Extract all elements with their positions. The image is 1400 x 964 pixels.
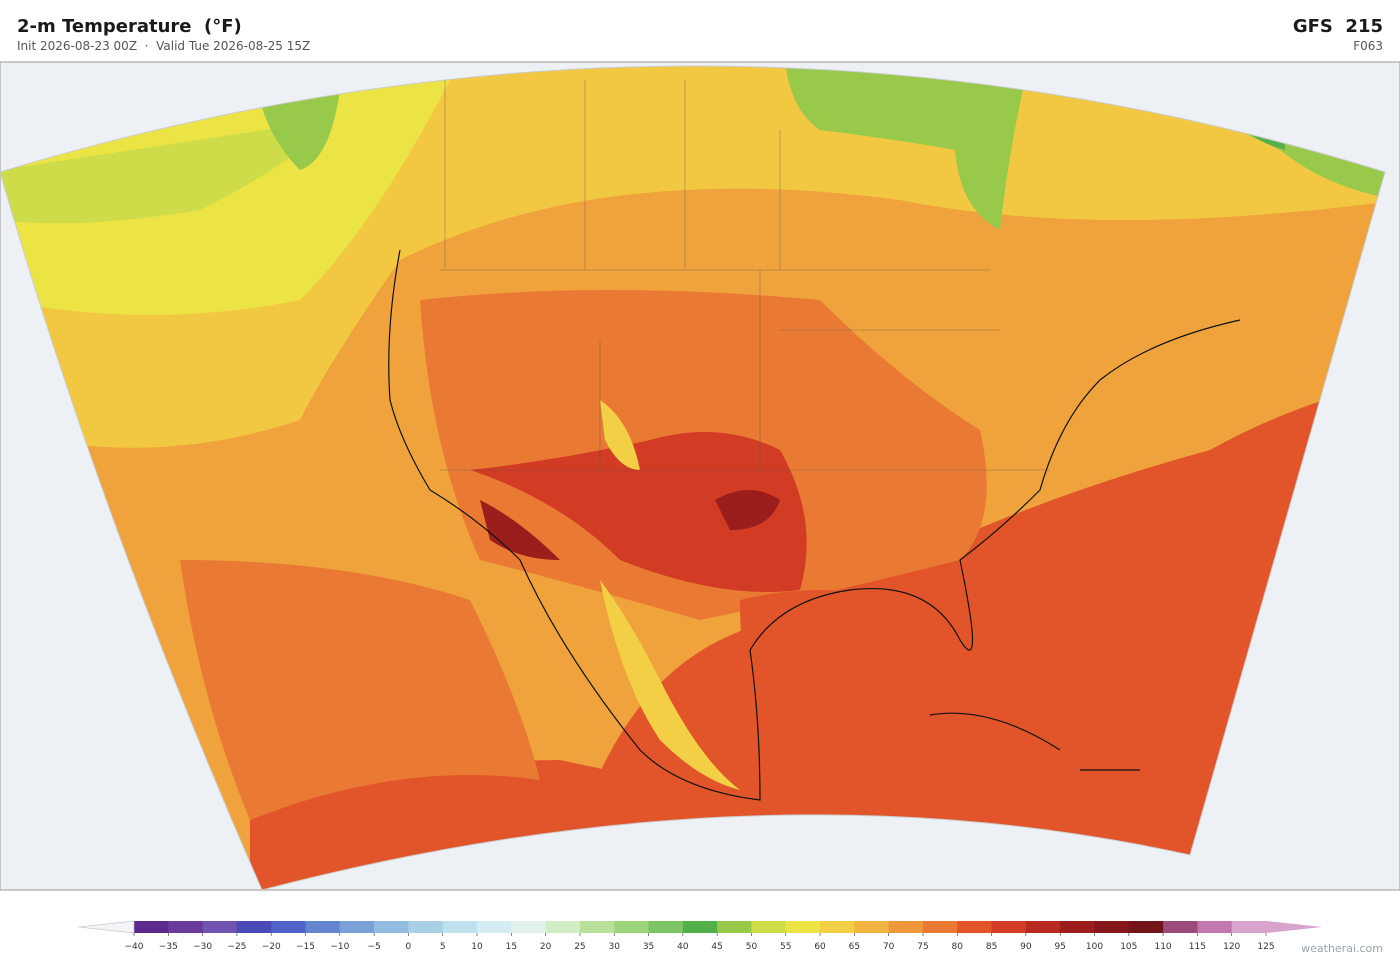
- colorbar-bin: [751, 921, 787, 933]
- credit: weatherai.com: [1301, 942, 1383, 955]
- colorbar-bin: [854, 921, 890, 933]
- colorbar-tick-label: 105: [1120, 942, 1137, 952]
- colorbar-bin: [477, 921, 512, 933]
- colorbar-tick-label: −10: [330, 942, 349, 952]
- colorbar-tick-label: 45: [711, 942, 722, 952]
- model-label: GFS 215: [1292, 16, 1383, 37]
- colorbar-tick-label: 50: [746, 942, 758, 952]
- colorbar-bin: [1197, 921, 1233, 933]
- colorbar-tick-label: −40: [125, 942, 144, 952]
- colorbar-bin: [991, 921, 1027, 933]
- colorbar-bin: [922, 921, 958, 933]
- colorbar-bin: [1128, 921, 1164, 933]
- colorbar-bin: [1060, 921, 1095, 933]
- map-title: 2-m Temperature (°F): [17, 16, 242, 37]
- colorbar-bin: [820, 921, 855, 933]
- colorbar-bin: [202, 921, 238, 933]
- colorbar-bin: [408, 921, 444, 933]
- colorbar-tick-label: 120: [1223, 942, 1240, 952]
- colorbar-bin: [1025, 921, 1061, 933]
- colorbar-bin: [305, 921, 341, 933]
- colorbar-tick-label: 10: [471, 942, 483, 952]
- colorbar-tick-label: 110: [1154, 942, 1171, 952]
- colorbar-bin: [374, 921, 409, 933]
- colorbar-bin: [579, 921, 615, 933]
- colorbar-bin: [339, 921, 375, 933]
- colorbar-tick-label: 25: [574, 942, 585, 952]
- colorbar-bin: [717, 921, 752, 933]
- colorbar-tick-label: −20: [262, 942, 281, 952]
- colorbar-bin: [545, 921, 581, 933]
- colorbar-tick-label: 85: [986, 942, 997, 952]
- colorbar-bin: [511, 921, 547, 933]
- colorbar-tick-label: 35: [643, 942, 654, 952]
- colorbar-bin: [134, 921, 169, 933]
- colorbar-tick-label: −35: [159, 942, 178, 952]
- temperature-field: [0, 65, 1386, 890]
- colorbar-bin: [1094, 921, 1130, 933]
- colorbar-bin: [271, 921, 307, 933]
- colorbar-tick-label: −30: [193, 942, 212, 952]
- colorbar-tick-label: 65: [849, 942, 860, 952]
- colorbar-tick-label: 40: [677, 942, 689, 952]
- colorbar-tick-label: 70: [883, 942, 895, 952]
- colorbar-tick-label: 5: [440, 942, 446, 952]
- colorbar-bin: [957, 921, 993, 933]
- forecast-hour: F063: [1353, 39, 1383, 53]
- map-subtitle: Init 2026-08-23 00Z · Valid Tue 2026-08-…: [17, 39, 311, 53]
- colorbar-tick-label: 80: [952, 942, 964, 952]
- colorbar-tick-label: −15: [296, 942, 315, 952]
- colorbar-bin: [168, 921, 204, 933]
- colorbar-tick-label: 55: [780, 942, 791, 952]
- colorbar-tick-label: 90: [1020, 942, 1032, 952]
- colorbar-bin: [236, 921, 272, 933]
- colorbar-bin: [442, 921, 478, 933]
- colorbar-bin: [888, 921, 924, 933]
- colorbar-tick-label: 30: [609, 942, 621, 952]
- colorbar-tick-label: 60: [814, 942, 826, 952]
- colorbar: −40 −35 −30 −25 −20 −15 −10 −5 0 5 10 15 20 25 30 35 40 4…: [77, 920, 1322, 952]
- colorbar-bin: [648, 921, 684, 933]
- colorbar-tick-label: 125: [1257, 942, 1274, 952]
- colorbar-tick-label: 15: [506, 942, 517, 952]
- colorbar-tick-label: −5: [367, 942, 380, 952]
- colorbar-tick-label: −25: [227, 942, 246, 952]
- colorbar-tick-label: 75: [917, 942, 928, 952]
- colorbar-under: [77, 920, 135, 934]
- colorbar-bin: [1231, 921, 1267, 933]
- colorbar-bin: [682, 921, 718, 933]
- colorbar-bin: [614, 921, 650, 933]
- colorbar-tick-label: 100: [1086, 942, 1103, 952]
- colorbar-tick-label: 20: [540, 942, 552, 952]
- colorbar-bin: [785, 921, 821, 933]
- colorbar-tick-label: 115: [1189, 942, 1206, 952]
- colorbar-over: [1266, 921, 1322, 933]
- colorbar-tick-label: 95: [1054, 942, 1065, 952]
- colorbar-bin: [1163, 921, 1198, 933]
- colorbar-tick-label: 0: [406, 942, 412, 952]
